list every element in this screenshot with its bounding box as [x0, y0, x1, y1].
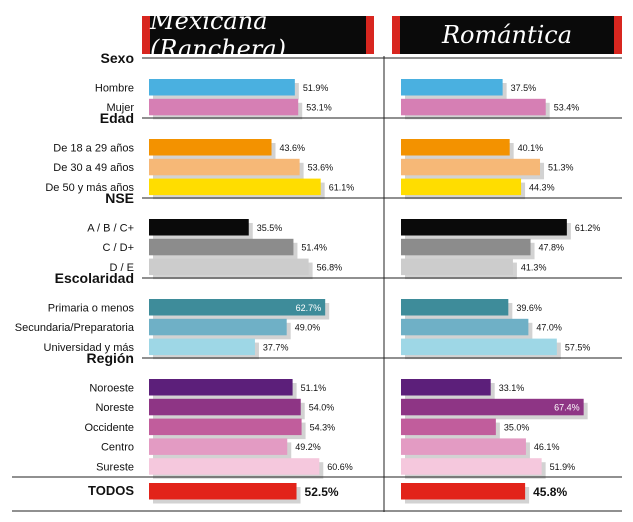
row-label-de-50-y-mas-anos: De 50 y más años — [45, 182, 134, 194]
romantica-value-label-primaria-o-menos: 39.6% — [516, 303, 542, 313]
romantica-value-label-d-e: 41.3% — [521, 262, 547, 272]
romantica-value-label-mujer: 53.4% — [554, 103, 580, 113]
group-label-escolaridad: Escolaridad — [55, 270, 134, 286]
romantica-bar-secundaria-preparatoria — [401, 318, 529, 336]
row-label-a-b-c: A / B / C+ — [87, 222, 134, 234]
row-label-d-e: D / E — [110, 262, 134, 274]
mexicana-value-label-noroeste: 51.1% — [301, 383, 327, 393]
romantica-total-value-label: 45.8% — [533, 485, 567, 499]
mexicana-value-label-hombre: 51.9% — [303, 83, 329, 93]
mexicana-value-label-de-30-a-49-anos: 53.6% — [308, 163, 334, 173]
mexicana-value-label-sureste: 60.6% — [327, 462, 353, 472]
mexicana-total-bar — [149, 483, 297, 500]
mexicana-bar-hombre — [149, 79, 295, 96]
romantica-bar-mujer — [401, 98, 546, 116]
romantica-bar-centro — [401, 438, 526, 455]
mexicana-bar-secundaria-preparatoria — [149, 318, 287, 336]
mexicana-value-label-centro: 49.2% — [295, 442, 321, 452]
mexicana-bar-d-e — [149, 258, 309, 276]
mexicana-value-label-secundaria-preparatoria: 49.0% — [295, 323, 321, 333]
mexicana-bar-sureste — [149, 458, 320, 475]
row-label-sureste: Sureste — [96, 461, 134, 473]
row-label-centro: Centro — [101, 442, 134, 454]
row-label-mujer: Mujer — [106, 102, 134, 114]
romantica-value-label-c-d: 47.8% — [539, 243, 565, 253]
romantica-value-label-noreste: 67.4% — [554, 403, 580, 413]
group-label-region: Región — [87, 350, 134, 366]
row-label-c-d: C / D+ — [103, 242, 134, 254]
romantica-value-label-occidente: 35.0% — [504, 422, 530, 432]
mexicana-value-label-c-d: 51.4% — [301, 243, 327, 253]
romantica-bar-de-30-a-49-anos — [401, 158, 541, 176]
romantica-bar-de-50-y-mas-anos — [401, 178, 522, 196]
romantica-bar-universidad-y-mas — [401, 338, 557, 356]
mexicana-value-label-de-18-a-29-anos: 43.6% — [280, 143, 306, 153]
romantica-value-label-noroeste: 33.1% — [499, 383, 525, 393]
romantica-bar-a-b-c — [401, 219, 567, 236]
romantica-bar-primaria-o-menos — [401, 299, 509, 316]
mexicana-value-label-occidente: 54.3% — [310, 422, 336, 432]
total-label: TODOS — [88, 483, 134, 498]
romantica-bar-noreste — [401, 398, 584, 416]
mexicana-bar-de-30-a-49-anos — [149, 158, 300, 176]
romantica-value-label-sureste: 51.9% — [550, 462, 576, 472]
romantica-bar-occidente — [401, 418, 496, 436]
mexicana-bar-occidente — [149, 418, 302, 436]
romantica-value-label-universidad-y-mas: 57.5% — [565, 342, 591, 352]
mexicana-total-value-label: 52.5% — [305, 485, 339, 499]
mexicana-value-label-d-e: 56.8% — [317, 262, 343, 272]
mexicana-bar-universidad-y-mas — [149, 338, 255, 356]
mexicana-bar-primaria-o-menos — [149, 299, 326, 316]
mexicana-bar-mujer — [149, 98, 299, 116]
romantica-bar-noroeste — [401, 379, 491, 396]
mexicana-value-label-universidad-y-mas: 37.7% — [263, 342, 289, 352]
row-label-primaria-o-menos: Primaria o menos — [48, 302, 135, 314]
mexicana-value-label-de-50-y-mas-anos: 61.1% — [329, 182, 355, 192]
romantica-value-label-secundaria-preparatoria: 47.0% — [536, 323, 562, 333]
row-label-occidente: Occidente — [84, 422, 134, 434]
romantica-bar-sureste — [401, 458, 542, 475]
mexicana-bar-centro — [149, 438, 288, 455]
row-label-secundaria-preparatoria: Secundaria/Preparatoria — [15, 322, 135, 334]
romantica-bar-hombre — [401, 79, 503, 96]
row-label-hombre: Hombre — [95, 82, 134, 94]
mexicana-bar-a-b-c — [149, 219, 249, 236]
romantica-value-label-centro: 46.1% — [534, 442, 560, 452]
mexicana-bar-de-50-y-mas-anos — [149, 178, 321, 196]
row-label-noreste: Noreste — [95, 402, 134, 414]
group-label-sexo: Sexo — [101, 50, 134, 66]
mexicana-value-label-mujer: 53.1% — [306, 103, 332, 113]
romantica-value-label-de-18-a-29-anos: 40.1% — [518, 143, 544, 153]
romantica-bar-de-18-a-29-anos — [401, 139, 510, 156]
mexicana-value-label-a-b-c: 35.5% — [257, 223, 283, 233]
mexicana-bar-c-d — [149, 238, 294, 256]
row-label-noroeste: Noroeste — [89, 382, 134, 394]
group-label-edad: Edad — [100, 110, 134, 126]
romantica-value-label-de-30-a-49-anos: 51.3% — [548, 163, 574, 173]
mexicana-value-label-noreste: 54.0% — [309, 403, 335, 413]
romantica-value-label-de-50-y-mas-anos: 44.3% — [529, 182, 555, 192]
mexicana-value-label-primaria-o-menos: 62.7% — [296, 303, 322, 313]
romantica-bar-d-e — [401, 258, 513, 276]
romantica-bar-c-d — [401, 238, 531, 256]
row-label-universidad-y-mas: Universidad y más — [44, 342, 135, 354]
romantica-value-label-hombre: 37.5% — [511, 83, 537, 93]
mexicana-bar-de-18-a-29-anos — [149, 139, 272, 156]
group-label-nse: NSE — [105, 190, 134, 206]
row-label-de-30-a-49-anos: De 30 a 49 años — [53, 162, 134, 174]
mexicana-bar-noreste — [149, 398, 301, 416]
header-romantica: Romántica — [392, 16, 622, 54]
mexicana-bar-noroeste — [149, 379, 293, 396]
romantica-total-bar — [401, 483, 526, 500]
romantica-value-label-a-b-c: 61.2% — [575, 223, 601, 233]
row-label-de-18-a-29-anos: De 18 a 29 años — [53, 142, 134, 154]
